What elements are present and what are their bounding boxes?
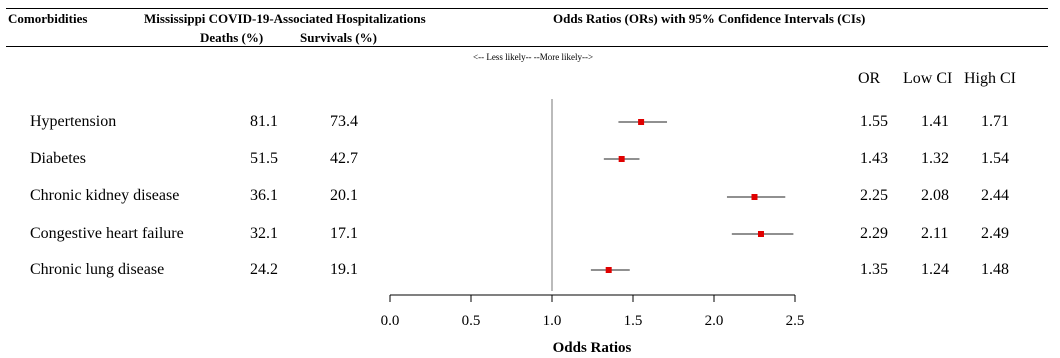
survivals-value: 19.1 <box>330 261 358 278</box>
x-tick-label: 0.5 <box>462 313 481 329</box>
comorbidity-label: Congestive heart failure <box>30 225 184 242</box>
low-ci-value: 1.24 <box>921 261 949 278</box>
high-ci-value: 1.48 <box>981 261 1009 278</box>
or-value: 2.29 <box>860 225 888 242</box>
deaths-value: 32.1 <box>250 225 278 242</box>
deaths-value: 24.2 <box>250 261 278 278</box>
or-marker <box>605 267 612 273</box>
odds-ratio-header: Odds Ratios (ORs) with 95% Confidence In… <box>553 11 866 26</box>
x-axis-title: Odds Ratios <box>553 340 632 356</box>
or-marker <box>638 119 645 125</box>
survivals-value: 20.1 <box>330 187 358 204</box>
or-value: 1.43 <box>860 150 888 167</box>
or-value: 1.35 <box>860 261 888 278</box>
x-tick-label: 1.0 <box>543 313 562 329</box>
comorbidities-header: Comorbidities <box>8 11 88 26</box>
hospitalizations-header: Mississippi COVID-19-Associated Hospital… <box>144 11 426 26</box>
comorbidity-label: Diabetes <box>30 150 86 167</box>
high-ci-value: 1.54 <box>981 150 1009 167</box>
survivals-value: 17.1 <box>330 225 358 242</box>
high-ci-value: 2.44 <box>981 187 1009 204</box>
comorbidity-label: Chronic kidney disease <box>30 187 180 204</box>
top-rule <box>6 8 1048 9</box>
deaths-value: 36.1 <box>250 187 278 204</box>
x-tick-label: 2.0 <box>705 313 724 329</box>
or-marker <box>618 156 625 162</box>
header-rule <box>6 46 1048 47</box>
low-ci-value: 2.08 <box>921 187 949 204</box>
low-ci-value: 2.11 <box>921 225 949 242</box>
or-marker <box>751 194 758 200</box>
survivals-value: 42.7 <box>330 150 358 167</box>
direction-label: <-- Less likely-- --More likely--> <box>473 52 594 62</box>
or-column-header: OR <box>858 70 881 87</box>
or-marker <box>757 231 764 237</box>
x-tick-label: 0.0 <box>381 313 400 329</box>
low-ci-column-header: Low CI <box>903 70 953 87</box>
low-ci-value: 1.32 <box>921 150 949 167</box>
comorbidity-label: Chronic lung disease <box>30 261 165 278</box>
low-ci-value: 1.41 <box>921 113 949 130</box>
or-value: 1.55 <box>860 113 888 130</box>
survivals-header: Survivals (%) <box>300 30 377 45</box>
high-ci-column-header: High CI <box>964 70 1016 87</box>
comorbidity-label: Hypertension <box>30 113 117 130</box>
high-ci-value: 2.49 <box>981 225 1009 242</box>
survivals-value: 73.4 <box>330 113 358 130</box>
x-tick-label: 1.5 <box>624 313 643 329</box>
deaths-value: 51.5 <box>250 150 278 167</box>
or-value: 2.25 <box>860 187 888 204</box>
deaths-value: 81.1 <box>250 113 278 130</box>
high-ci-value: 1.71 <box>981 113 1009 130</box>
deaths-header: Deaths (%) <box>200 30 264 45</box>
x-tick-label: 2.5 <box>786 313 805 329</box>
